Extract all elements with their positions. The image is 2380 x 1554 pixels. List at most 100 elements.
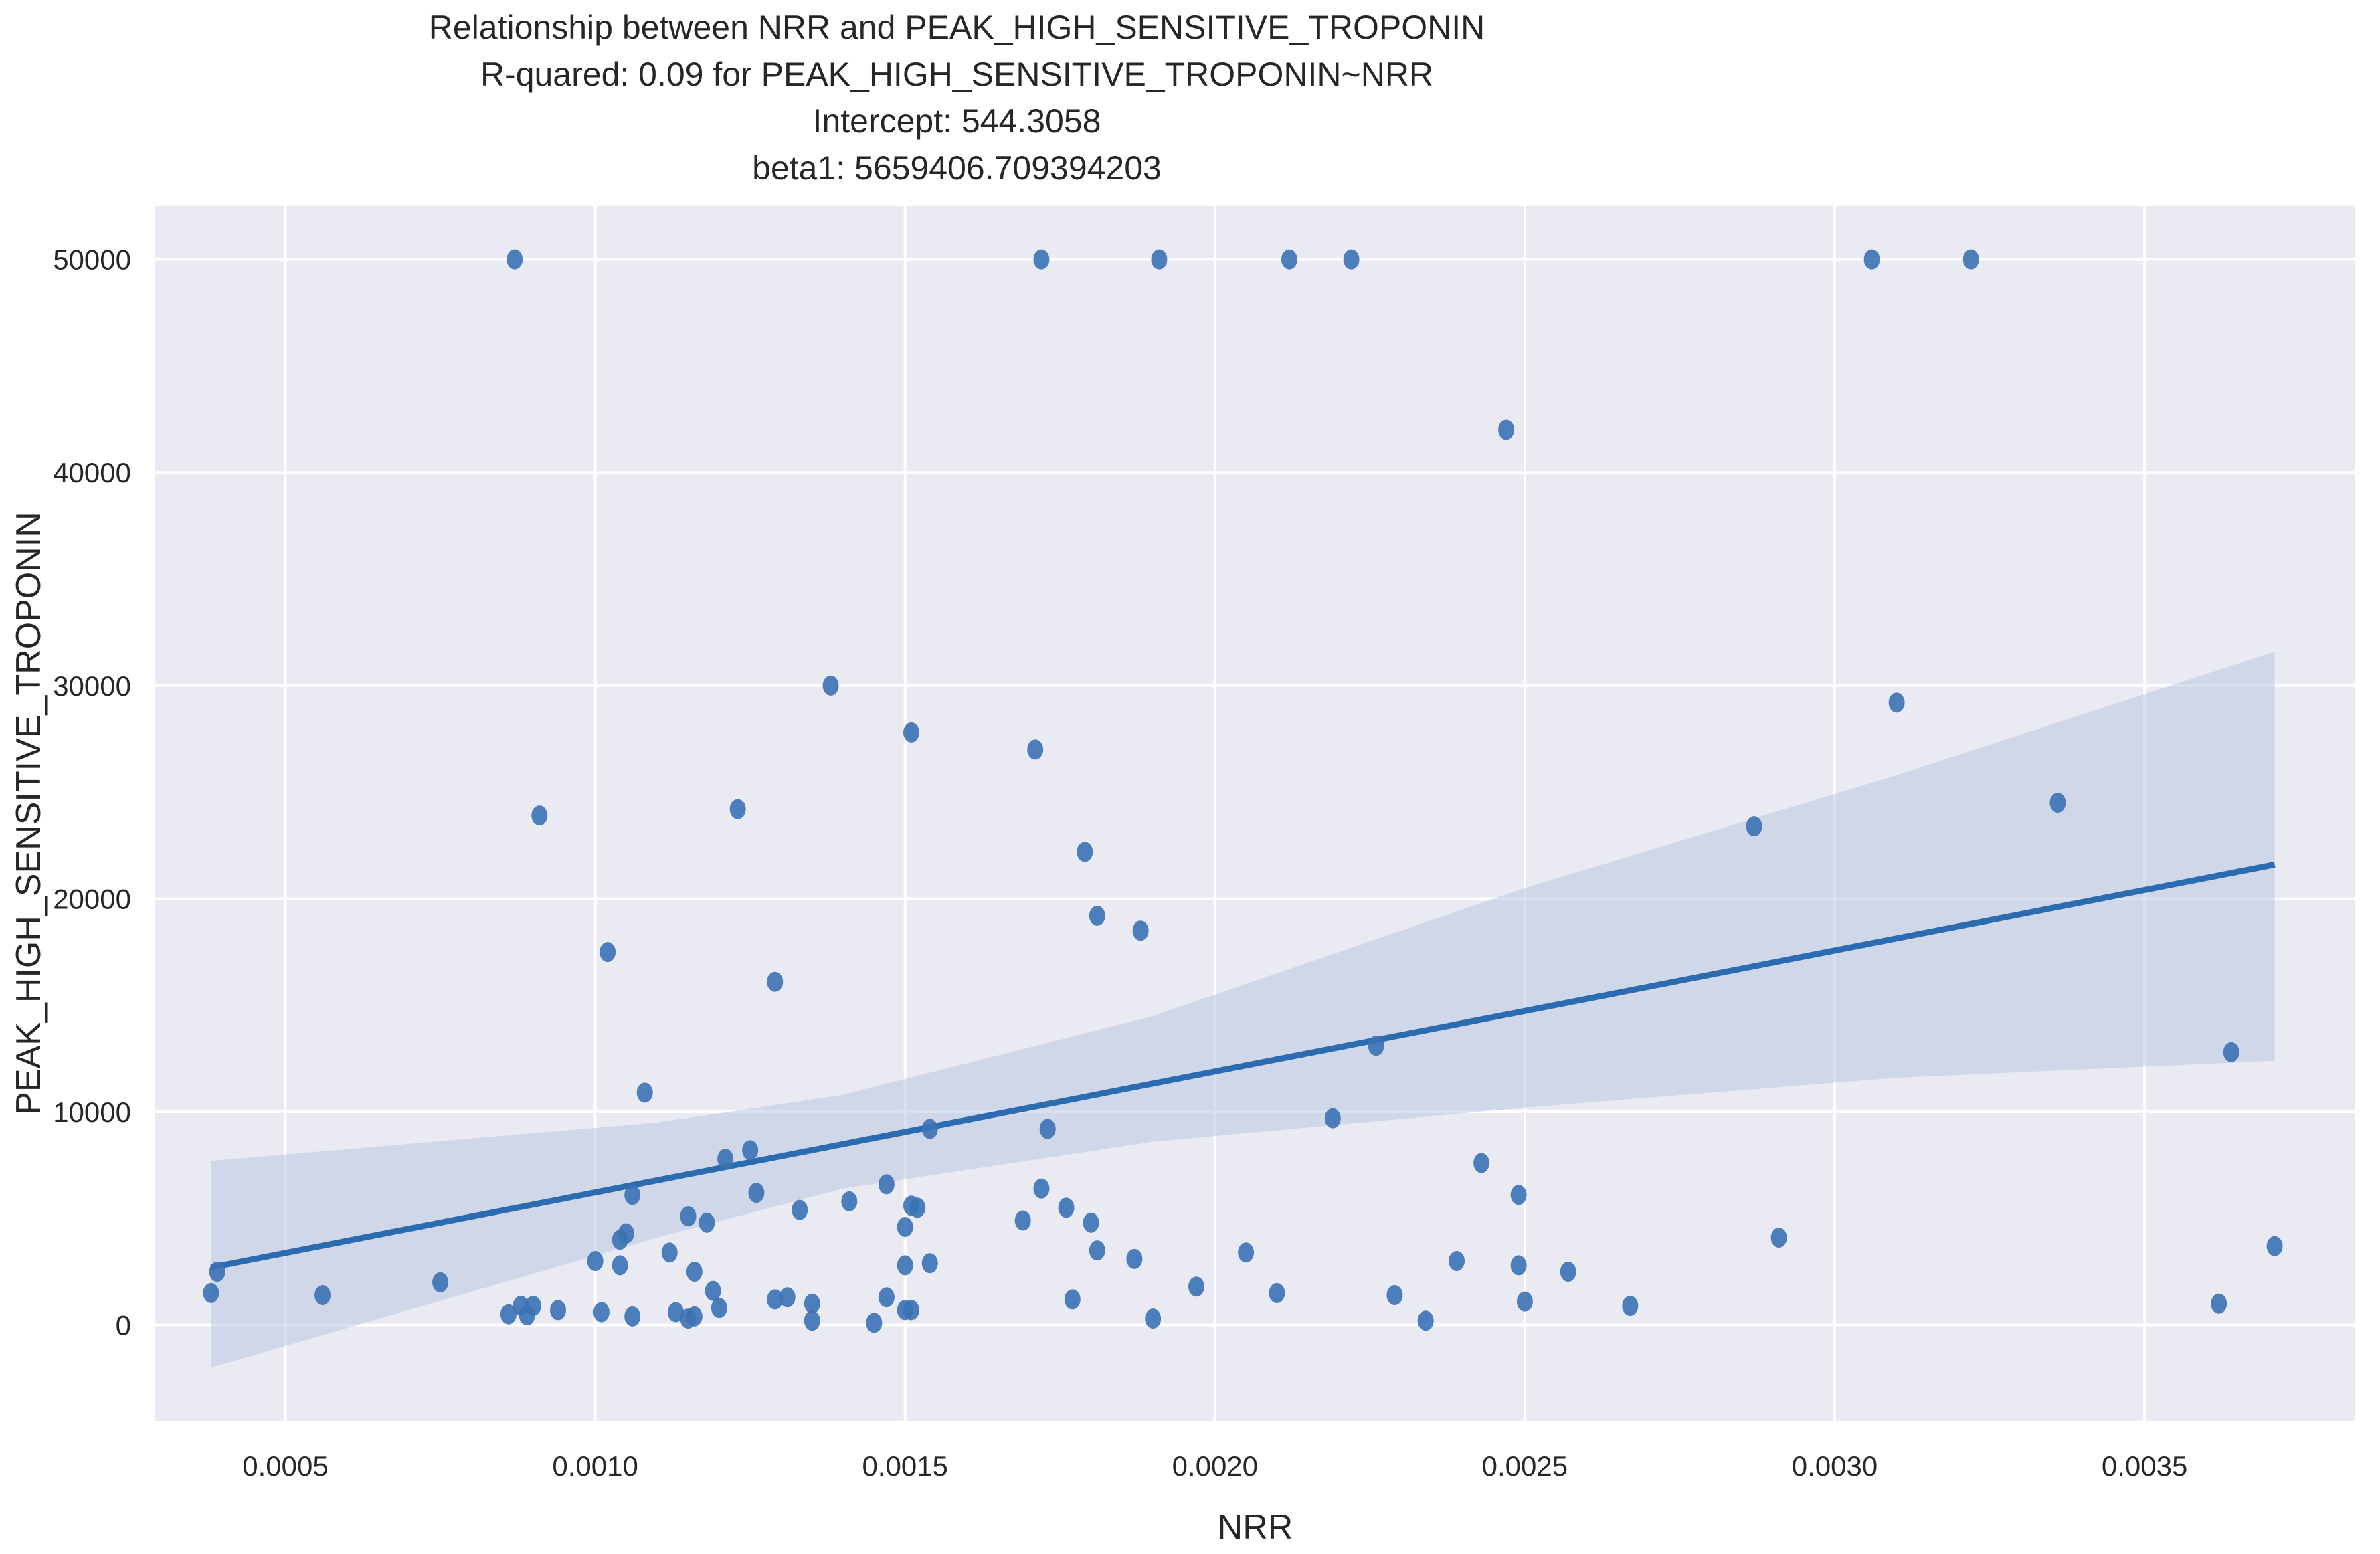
data-point <box>1132 920 1149 941</box>
x-tick-label: 0.0015 <box>862 1450 947 1482</box>
x-tick-label: 0.0035 <box>2102 1450 2187 1482</box>
regression-line <box>210 862 2276 1271</box>
data-point <box>804 1310 820 1331</box>
data-point <box>203 1282 219 1303</box>
data-point <box>1039 1119 1056 1139</box>
data-point <box>1058 1197 1075 1218</box>
data-point <box>1145 1308 1162 1329</box>
data-point <box>1083 1212 1099 1233</box>
data-point <box>1888 692 1905 713</box>
data-point <box>550 1300 567 1321</box>
data-point <box>624 1185 641 1205</box>
data-point <box>804 1293 820 1314</box>
data-point <box>1089 905 1105 926</box>
data-point <box>1863 249 1880 270</box>
data-point <box>841 1191 858 1211</box>
data-point <box>500 1304 517 1325</box>
data-point <box>878 1174 895 1195</box>
data-point <box>1473 1153 1490 1173</box>
data-point <box>742 1140 759 1161</box>
data-point <box>1770 1228 1787 1248</box>
y-axis-label: PEAK_HIGH_SENSITIVE_TROPONIN <box>9 512 48 1115</box>
x-tick-label: 0.0005 <box>242 1450 328 1482</box>
data-point <box>1064 1289 1081 1310</box>
data-point <box>717 1149 734 1169</box>
data-point <box>1014 1210 1031 1231</box>
data-point <box>1498 419 1515 440</box>
data-point <box>1269 1282 1285 1303</box>
data-point <box>903 722 919 743</box>
data-point <box>1962 249 1979 270</box>
data-point <box>822 675 839 696</box>
y-tick-label: 40000 <box>53 457 131 488</box>
data-point <box>711 1298 727 1319</box>
data-point <box>1089 1240 1105 1261</box>
data-point <box>1516 1291 1533 1312</box>
data-point <box>531 805 548 826</box>
x-axis-ticks: 0.0005 0.0010 0.0015 0.0020 0.0025 0.0030 0.00… <box>242 1450 2187 1482</box>
data-point <box>921 1253 938 1274</box>
data-point <box>1746 816 1762 837</box>
data-point <box>2211 1293 2227 1314</box>
data-point <box>1368 1036 1384 1056</box>
data-point <box>1188 1276 1205 1297</box>
data-point <box>1281 249 1297 270</box>
data-point <box>1238 1242 1255 1263</box>
data-point <box>748 1183 765 1203</box>
x-tick-label: 0.0020 <box>1172 1450 1258 1482</box>
x-tick-label: 0.0025 <box>1482 1450 1568 1482</box>
data-point <box>779 1287 796 1308</box>
data-point <box>2266 1236 2283 1256</box>
chart-title-line-3: Intercept: 544.3058 <box>813 102 1101 140</box>
data-point <box>314 1285 331 1306</box>
data-point <box>593 1302 610 1323</box>
data-point <box>668 1302 684 1323</box>
data-point <box>612 1255 628 1276</box>
x-tick-label: 0.0010 <box>552 1450 638 1482</box>
data-point <box>1449 1251 1465 1272</box>
data-point <box>878 1287 895 1308</box>
data-point <box>1510 1185 1527 1205</box>
data-point <box>1033 249 1050 270</box>
data-point <box>680 1206 697 1227</box>
data-point <box>1417 1310 1434 1331</box>
data-point <box>792 1199 808 1220</box>
data-point <box>1126 1248 1143 1269</box>
data-point <box>767 1289 784 1310</box>
data-point <box>921 1119 938 1139</box>
data-point <box>897 1217 913 1238</box>
data-point <box>1077 842 1093 862</box>
chart-title-line-1: Relationship between NRR and PEAK_HIGH_S… <box>429 9 1485 46</box>
x-axis-label: NRR <box>1218 1508 1293 1547</box>
data-point <box>1027 739 1044 760</box>
data-point <box>1510 1255 1527 1276</box>
data-point <box>1622 1295 1639 1316</box>
data-point <box>2223 1042 2239 1062</box>
data-point <box>903 1300 919 1321</box>
data-point <box>209 1261 225 1282</box>
data-point <box>661 1242 678 1263</box>
data-point <box>432 1272 449 1292</box>
data-point <box>866 1313 883 1333</box>
data-point <box>624 1306 641 1327</box>
data-point <box>909 1197 926 1218</box>
y-tick-label: 0 <box>116 1310 131 1341</box>
data-point <box>519 1305 535 1326</box>
y-tick-label: 10000 <box>53 1096 131 1128</box>
data-point <box>729 799 746 819</box>
data-point <box>1033 1178 1050 1199</box>
regression-line-group <box>210 862 2276 1271</box>
data-point <box>1324 1108 1341 1129</box>
data-point <box>1386 1285 1403 1306</box>
y-tick-label: 20000 <box>53 883 131 914</box>
chart-title-line-4: beta1: 5659406.709394203 <box>752 149 1162 187</box>
data-point <box>1560 1261 1576 1282</box>
data-point <box>1151 249 1168 270</box>
data-point <box>680 1308 697 1329</box>
data-point <box>507 249 523 270</box>
x-tick-label: 0.0030 <box>1792 1450 1878 1482</box>
chart-title: Relationship between NRR and PEAK_HIGH_S… <box>429 9 1485 187</box>
data-point <box>587 1251 604 1272</box>
data-point <box>1343 249 1360 270</box>
data-point <box>699 1212 715 1233</box>
